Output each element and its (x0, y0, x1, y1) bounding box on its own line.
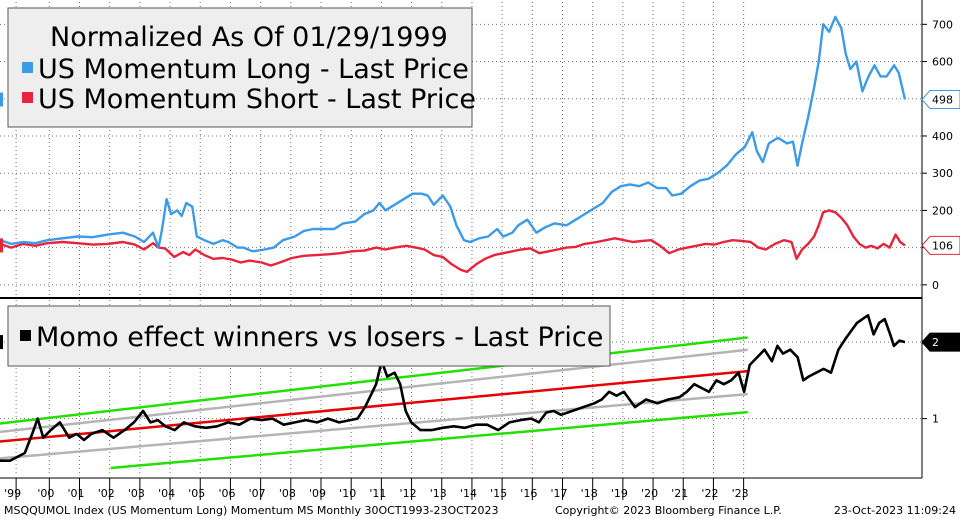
x-tick-label-19: '19 (611, 487, 628, 500)
left-edge-marker-short (0, 238, 3, 253)
x-tick-label-22: '22 (701, 487, 718, 500)
short-legend-swatch (22, 92, 33, 103)
x-tick-label-02: '02 (98, 487, 115, 500)
top-y-tick-label-0: 0 (932, 279, 939, 292)
footer-copyright: Copyright© 2023 Bloomberg Finance L.P. (555, 504, 782, 517)
bottom-legend-box (7, 305, 611, 367)
footer-index-info: MSQQUMOL Index (US Momentum Long) Moment… (4, 504, 499, 517)
bottom-y-tick-label-1: 1 (932, 413, 939, 426)
x-tick-label-01: '01 (68, 487, 85, 500)
x-tick-label-07: '07 (249, 487, 266, 500)
channel-line-4 (0, 392, 748, 460)
x-tick-label-08: '08 (279, 487, 296, 500)
short-last-value-badge-label: 106 (932, 239, 953, 252)
left-edge-marker-momo (0, 335, 3, 350)
x-tick-label-12: '12 (400, 487, 417, 500)
x-tick-label-11: '11 (369, 487, 386, 500)
last-value-badges: 498 106 2 (0, 90, 960, 352)
x-tick-label-14: '14 (460, 487, 477, 500)
x-tick-label-18: '18 (581, 487, 598, 500)
x-tick-label-23: '23 (732, 487, 749, 500)
top-y-tick-label-700: 700 (932, 18, 953, 31)
momo-last-value-badge (921, 332, 960, 352)
x-tick-label-17: '17 (550, 487, 567, 500)
x-tick-label-16: '16 (520, 487, 537, 500)
long-legend-swatch (22, 62, 33, 73)
momo-legend-swatch (20, 330, 31, 341)
regression-channel-lines (0, 336, 748, 470)
x-axis: '99 '00 '01 '02 '03 '04 '05 '06 '07 '08 '09 '10 '11 '… (4, 478, 749, 500)
momo-legend-label: Momo effect winners vs losers - Last Pri… (36, 322, 603, 353)
short-legend-label: US Momentum Short - Last Price (38, 84, 476, 115)
top-y-tick-label-300: 300 (932, 167, 953, 180)
top-legend-box (7, 7, 473, 128)
top-y-tick-label-400: 400 (932, 130, 953, 143)
bottom-legend: Momo effect winners vs losers - Last Pri… (7, 305, 611, 367)
channel-line-0 (0, 336, 748, 425)
footer-timestamp: 23-Oct-2023 11:09:24 (834, 504, 956, 517)
x-tick-label-13: '13 (430, 487, 447, 500)
short-series-line (0, 209, 906, 273)
x-tick-label-15: '15 (490, 487, 507, 500)
long-last-value-badge-label: 498 (932, 94, 953, 107)
x-tick-label-06: '06 (218, 487, 235, 500)
channel-line-1 (110, 410, 748, 470)
top-y-tick-label-600: 600 (932, 56, 953, 69)
x-tick-label-04: '04 (158, 487, 175, 500)
bottom-panel-series (0, 313, 906, 463)
left-edge-marker-long (0, 92, 3, 107)
x-tick-label-20: '20 (641, 487, 658, 500)
top-legend-title: Normalized As Of 01/29/1999 (50, 22, 448, 53)
long-series-line (0, 15, 907, 253)
footer: MSQQUMOL Index (US Momentum Long) Moment… (4, 504, 956, 517)
x-tick-label-99: '99 (4, 487, 21, 500)
long-legend-label: US Momentum Long - Last Price (38, 54, 469, 85)
x-tick-label-09: '09 (309, 487, 326, 500)
long-last-value-badge (921, 90, 960, 110)
short-last-value-badge (921, 235, 960, 255)
x-tick-label-00: '00 (37, 487, 54, 500)
momo-last-value-badge-label: 2 (932, 336, 939, 349)
top-legend: Normalized As Of 01/29/1999 US Momentum … (7, 7, 476, 128)
x-tick-label-21: '21 (671, 487, 688, 500)
x-tick-label-05: '05 (188, 487, 205, 500)
x-tick-label-10: '10 (339, 487, 356, 500)
top-y-tick-label-200: 200 (932, 204, 953, 217)
top-panel-series (0, 15, 907, 273)
x-tick-label-03: '03 (128, 487, 145, 500)
momo-series-line (0, 313, 906, 463)
